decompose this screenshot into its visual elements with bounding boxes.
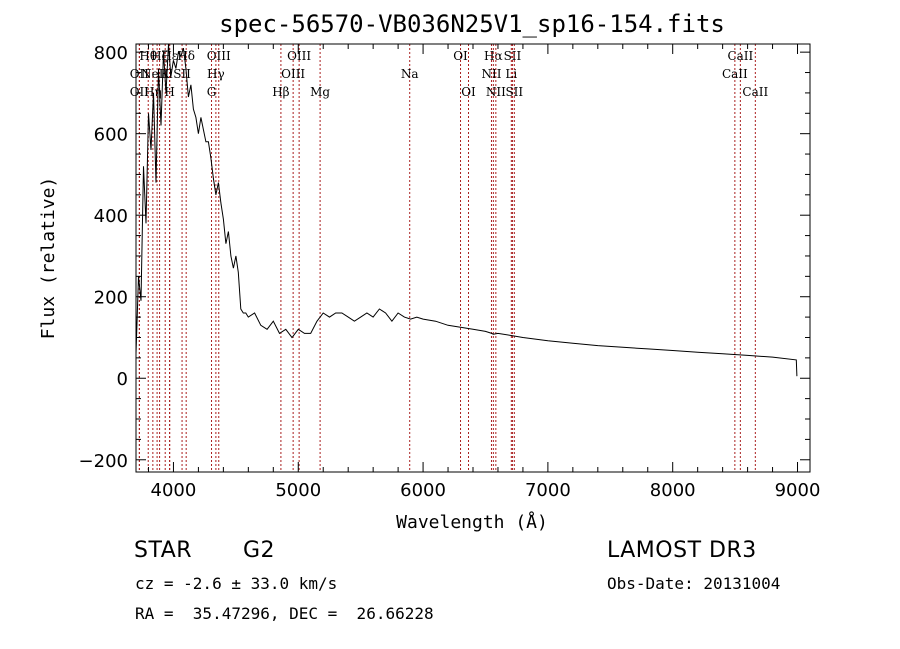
spectral-line-label: Hα [484, 49, 503, 63]
spectral-line-label: OI [453, 49, 468, 63]
coordinates-text: RA = 35.47296, DEC = 26.66228 [135, 604, 434, 623]
y-tick-label: 600 [94, 125, 128, 146]
spectral-line-label: SII [173, 67, 191, 81]
y-tick-label: 800 [94, 43, 128, 64]
x-tick-label: 7000 [525, 480, 571, 501]
y-tick-label: 0 [117, 369, 128, 390]
spectral-line-label: Mg [310, 85, 330, 99]
spectral-line-label: SII [504, 49, 522, 63]
spectral-line-label: NII [486, 85, 506, 99]
survey-name: LAMOST DR3 [607, 538, 757, 563]
x-axis-label: Wavelength (Å) [396, 511, 548, 533]
x-tick-label: 9000 [775, 480, 821, 501]
object-class: STAR [134, 538, 193, 563]
y-tick-label: 400 [94, 206, 128, 227]
x-tick-label: 8000 [650, 480, 696, 501]
spectral-line-label: OIII [281, 67, 305, 81]
x-tick-label: 5000 [275, 480, 321, 501]
spectral-line-label: NII [481, 67, 501, 81]
spectral-line-label: Hγ [207, 67, 225, 81]
spectral-line-label: OIII [287, 49, 311, 63]
y-axis-label: Flux (relative) [38, 177, 59, 340]
chart-title: spec-56570-VB036N25V1_sp16-154.fits [219, 10, 725, 38]
spectral-line-label: Na [401, 67, 419, 81]
spectral-line-label: Li [505, 67, 517, 81]
axis-ticks: 4000 5000 6000 7000 8000 9000 −200 0 200 400 600 80… [79, 43, 821, 501]
spectral-line-label: CaII [722, 67, 748, 81]
object-subclass: G2 [243, 538, 276, 563]
spectral-line-label: Hδ [177, 49, 195, 63]
observation-date: Obs-Date: 20131004 [607, 574, 781, 593]
x-tick-label: 6000 [400, 480, 446, 501]
spectral-line-label: CaII [727, 49, 753, 63]
plot-frame [135, 43, 811, 473]
spectral-line-label: CaII [742, 85, 768, 99]
spectral-line-label: OII [130, 67, 150, 81]
y-tick-label: −200 [79, 451, 128, 472]
spectral-line-label: G [207, 85, 217, 99]
y-tick-label: 200 [94, 288, 128, 309]
redshift-text: cz = -2.6 ± 33.0 km/s [135, 574, 338, 593]
spectral-line-label: Hβ [272, 85, 289, 99]
x-tick-label: 4000 [151, 480, 197, 501]
spectral-line-label: OIII [207, 49, 231, 63]
spectral-line-label: K [161, 67, 171, 81]
spectral-line-label: OI [461, 85, 476, 99]
spectrum-series-line [135, 43, 798, 377]
spectral-line-label: SII [505, 85, 523, 99]
